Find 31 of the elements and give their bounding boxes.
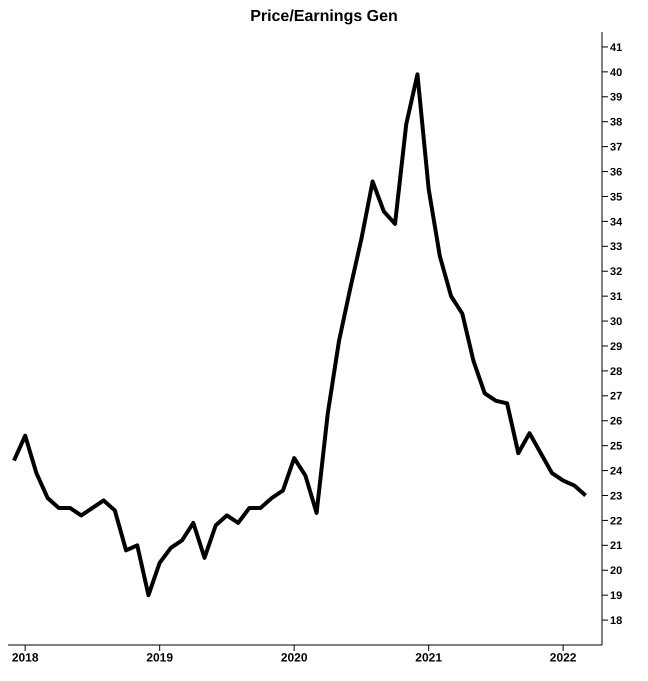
y-tick-label: 23	[610, 490, 622, 502]
y-tick-label: 31	[610, 291, 622, 304]
y-tick-label: 27	[610, 390, 622, 403]
y-tick-label: 35	[610, 191, 622, 204]
chart-title: Price/Earnings Gen	[249, 8, 399, 27]
y-tick-label: 36	[610, 166, 622, 178]
x-tick-label: 2020	[280, 650, 308, 665]
y-tick-label: 29	[610, 340, 622, 353]
y-tick-label: 24	[610, 465, 624, 478]
y-tick-label: 41	[610, 42, 622, 54]
x-tick-label: 2022	[550, 650, 577, 665]
y-tick-label: 34	[610, 216, 624, 228]
y-tick-label: 25	[610, 440, 622, 453]
x-tick-label: 2018	[12, 650, 39, 665]
y-tick-label: 28	[610, 366, 622, 378]
y-tick-label: 19	[610, 590, 622, 602]
y-tick-label: 22	[610, 515, 622, 528]
y-tick-label: 38	[610, 116, 622, 129]
y-tick-label: 20	[610, 565, 622, 578]
y-tick-label: 39	[610, 92, 622, 104]
y-tick-label: 33	[610, 241, 622, 254]
y-tick-label: 37	[610, 142, 622, 154]
line-series	[12, 72, 588, 598]
y-tick-label: 26	[610, 416, 622, 428]
y-tick-label: 40	[610, 66, 622, 79]
y-tick-label: 32	[610, 266, 622, 278]
y-tick-label: 30	[610, 316, 622, 328]
y-tick-label: 18	[610, 614, 622, 627]
x-tick-label: 2019	[146, 650, 174, 665]
x-tick-label: 2021	[415, 650, 442, 665]
y-tick-label: 21	[610, 540, 622, 552]
